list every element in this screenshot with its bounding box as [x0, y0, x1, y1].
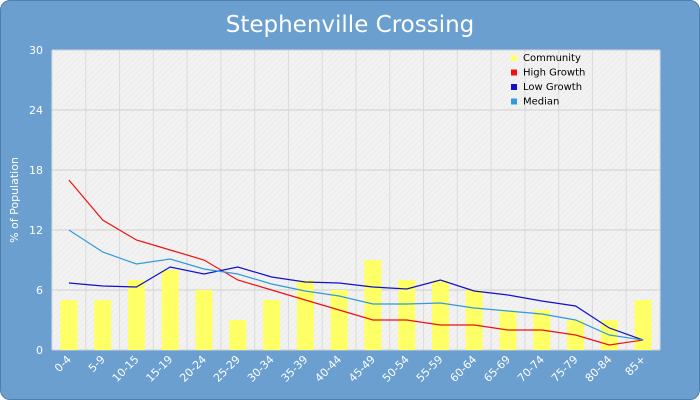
bar-community	[263, 300, 281, 350]
bar-community	[465, 290, 483, 350]
y-tick-label: 6	[36, 284, 43, 297]
bar-community	[330, 290, 348, 350]
legend-label: Low Growth	[523, 82, 582, 93]
x-tick-label: 70-74	[515, 353, 547, 385]
legend-label: Community	[523, 53, 581, 64]
bar-community	[431, 280, 449, 350]
x-tick-label: 50-54	[380, 353, 412, 385]
legend: Community High Growth Low Growth Median	[511, 53, 585, 108]
y-axis-ticks: 0 6 12 18 24 30	[29, 44, 43, 357]
bar-community	[195, 290, 213, 350]
x-tick-label: 60-64	[448, 353, 480, 385]
y-axis-label: % of Population	[8, 157, 21, 243]
bar-community	[127, 280, 145, 350]
x-tick-label: 75-79	[549, 353, 581, 385]
line-high-growth	[68, 179, 644, 346]
x-tick-label: 55-59	[414, 353, 446, 385]
x-tick-label: 65-69	[481, 353, 513, 385]
x-tick-label: 30-34	[245, 353, 277, 385]
x-tick-label: 10-15	[110, 353, 142, 385]
x-tick-label: 45-49	[346, 353, 378, 385]
x-tick-label: 0-4	[52, 353, 74, 375]
legend-swatch	[511, 55, 517, 61]
x-axis-ticks: 0-4 5-9 10-15 15-19 20-24 25-29 30-34 35-39 40-4…	[52, 353, 648, 385]
y-tick-label: 12	[29, 224, 43, 237]
x-tick-label: 85+	[623, 353, 649, 379]
y-tick-label: 30	[29, 44, 43, 57]
y-tick-label: 18	[29, 164, 43, 177]
x-tick-label: 15-19	[144, 353, 176, 385]
legend-swatch	[511, 69, 517, 76]
x-tick-label: 35-39	[279, 353, 311, 385]
community-bars	[60, 260, 652, 350]
x-tick-label: 20-24	[177, 353, 209, 385]
y-tick-label: 24	[29, 104, 43, 117]
legend-label: Median	[523, 97, 559, 108]
line-median	[68, 229, 644, 341]
bar-community	[161, 270, 179, 350]
x-tick-label: 40-44	[312, 353, 344, 385]
line-low-growth	[68, 266, 644, 341]
legend-label: High Growth	[523, 68, 585, 79]
bar-community	[634, 300, 652, 350]
series-lines	[68, 179, 644, 346]
x-tick-label: 80-84	[583, 353, 615, 385]
bar-community	[398, 280, 416, 350]
legend-swatch	[511, 98, 517, 105]
bar-community	[60, 300, 78, 350]
bar-community	[296, 280, 314, 350]
gridlines	[51, 49, 661, 351]
x-tick-label: 25-29	[211, 353, 243, 385]
legend-swatch	[511, 84, 517, 90]
x-tick-label: 5-9	[86, 353, 108, 375]
y-tick-label: 0	[36, 344, 43, 357]
bar-community	[364, 260, 382, 350]
bar-community	[94, 300, 112, 350]
bar-community	[229, 320, 247, 350]
chart-title: Stephenville Crossing	[225, 12, 475, 38]
